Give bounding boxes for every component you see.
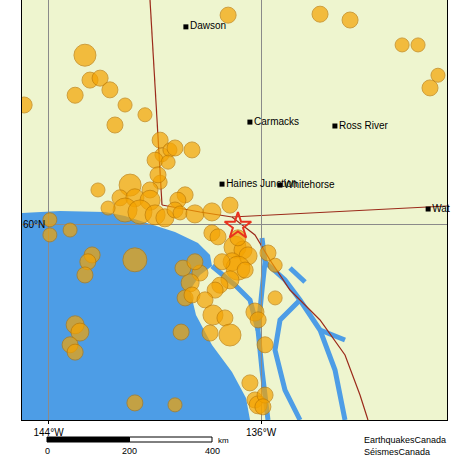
svg-text:EarthquakesCanada: EarthquakesCanada	[364, 435, 446, 445]
svg-text:Haines Junction: Haines Junction	[226, 178, 297, 189]
svg-text:Dawson: Dawson	[190, 20, 226, 31]
svg-text:Wat: Wat	[432, 203, 450, 214]
svg-text:60°N: 60°N	[23, 219, 45, 230]
svg-text:Whitehorse: Whitehorse	[284, 179, 335, 190]
svg-text:136°W: 136°W	[246, 427, 277, 438]
svg-text:Ross River: Ross River	[339, 120, 389, 131]
svg-text:144°W: 144°W	[33, 427, 64, 438]
svg-text:400: 400	[205, 446, 220, 456]
svg-text:SéismesCanada: SéismesCanada	[364, 447, 430, 457]
svg-text:km: km	[218, 436, 229, 445]
svg-text:Carmacks: Carmacks	[254, 116, 299, 127]
svg-text:200: 200	[122, 446, 137, 456]
svg-text:0: 0	[45, 446, 50, 456]
